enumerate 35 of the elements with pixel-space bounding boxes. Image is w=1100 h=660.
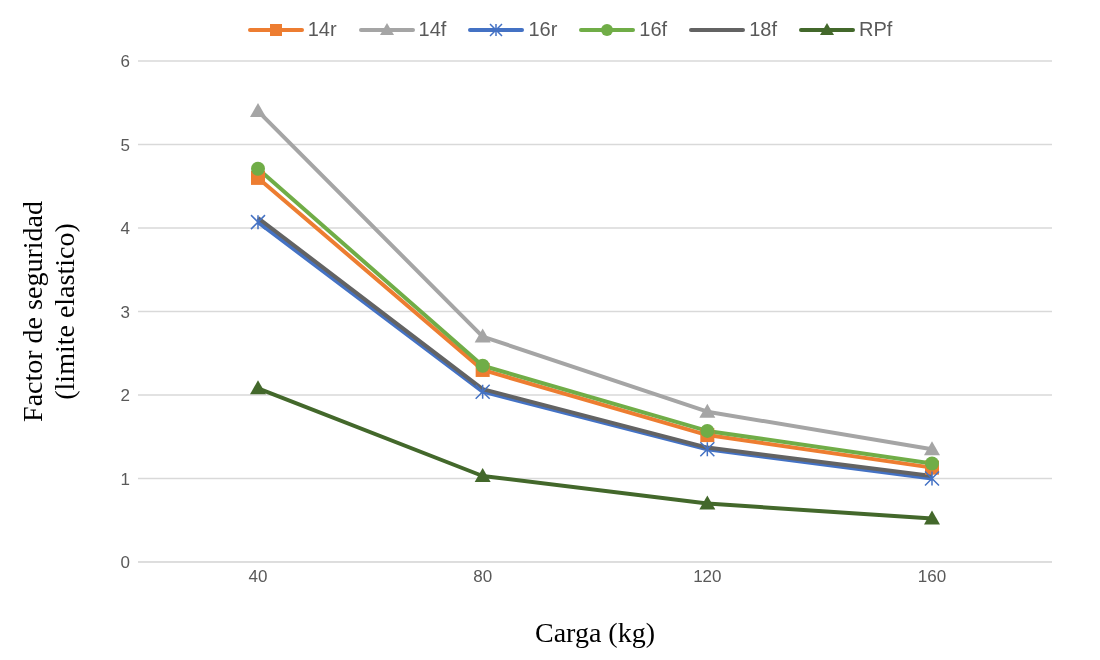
legend-label: 16f [638,18,668,41]
y-axis-title: Factor de seguridad (limite elastico) [17,201,80,422]
point [250,380,266,395]
point [475,358,490,373]
x-tick-label: 160 [917,567,947,587]
y-tick-label: 3 [120,302,130,322]
x-axis-title: Carga (kg) [535,616,655,648]
legend-label: 18f [748,18,777,41]
point [924,510,940,525]
point [699,441,716,458]
point [250,103,266,118]
legend-label: RPf [857,18,893,41]
y-tick-label: 2 [120,386,130,406]
point [700,423,715,438]
x-tick-label: 120 [693,567,722,587]
point [250,214,266,230]
y-tick-label: 5 [120,135,130,155]
x-tick-label: 40 [248,567,268,587]
point [474,328,491,343]
legend-label: 14f [417,18,447,41]
y-tick-label: 1 [120,469,130,489]
point [699,495,716,510]
point [251,161,265,176]
point [474,383,491,400]
y-tick-label: 0 [120,553,130,573]
point [925,456,939,471]
x-tick-label: 80 [473,567,493,587]
point [924,441,940,456]
y-tick-label: 6 [120,52,130,72]
point [924,470,940,487]
legend-label: 14r [306,18,337,41]
y-tick-label: 4 [120,219,130,239]
point [474,467,491,482]
legend-label: 16r [527,18,558,41]
point [699,403,716,418]
